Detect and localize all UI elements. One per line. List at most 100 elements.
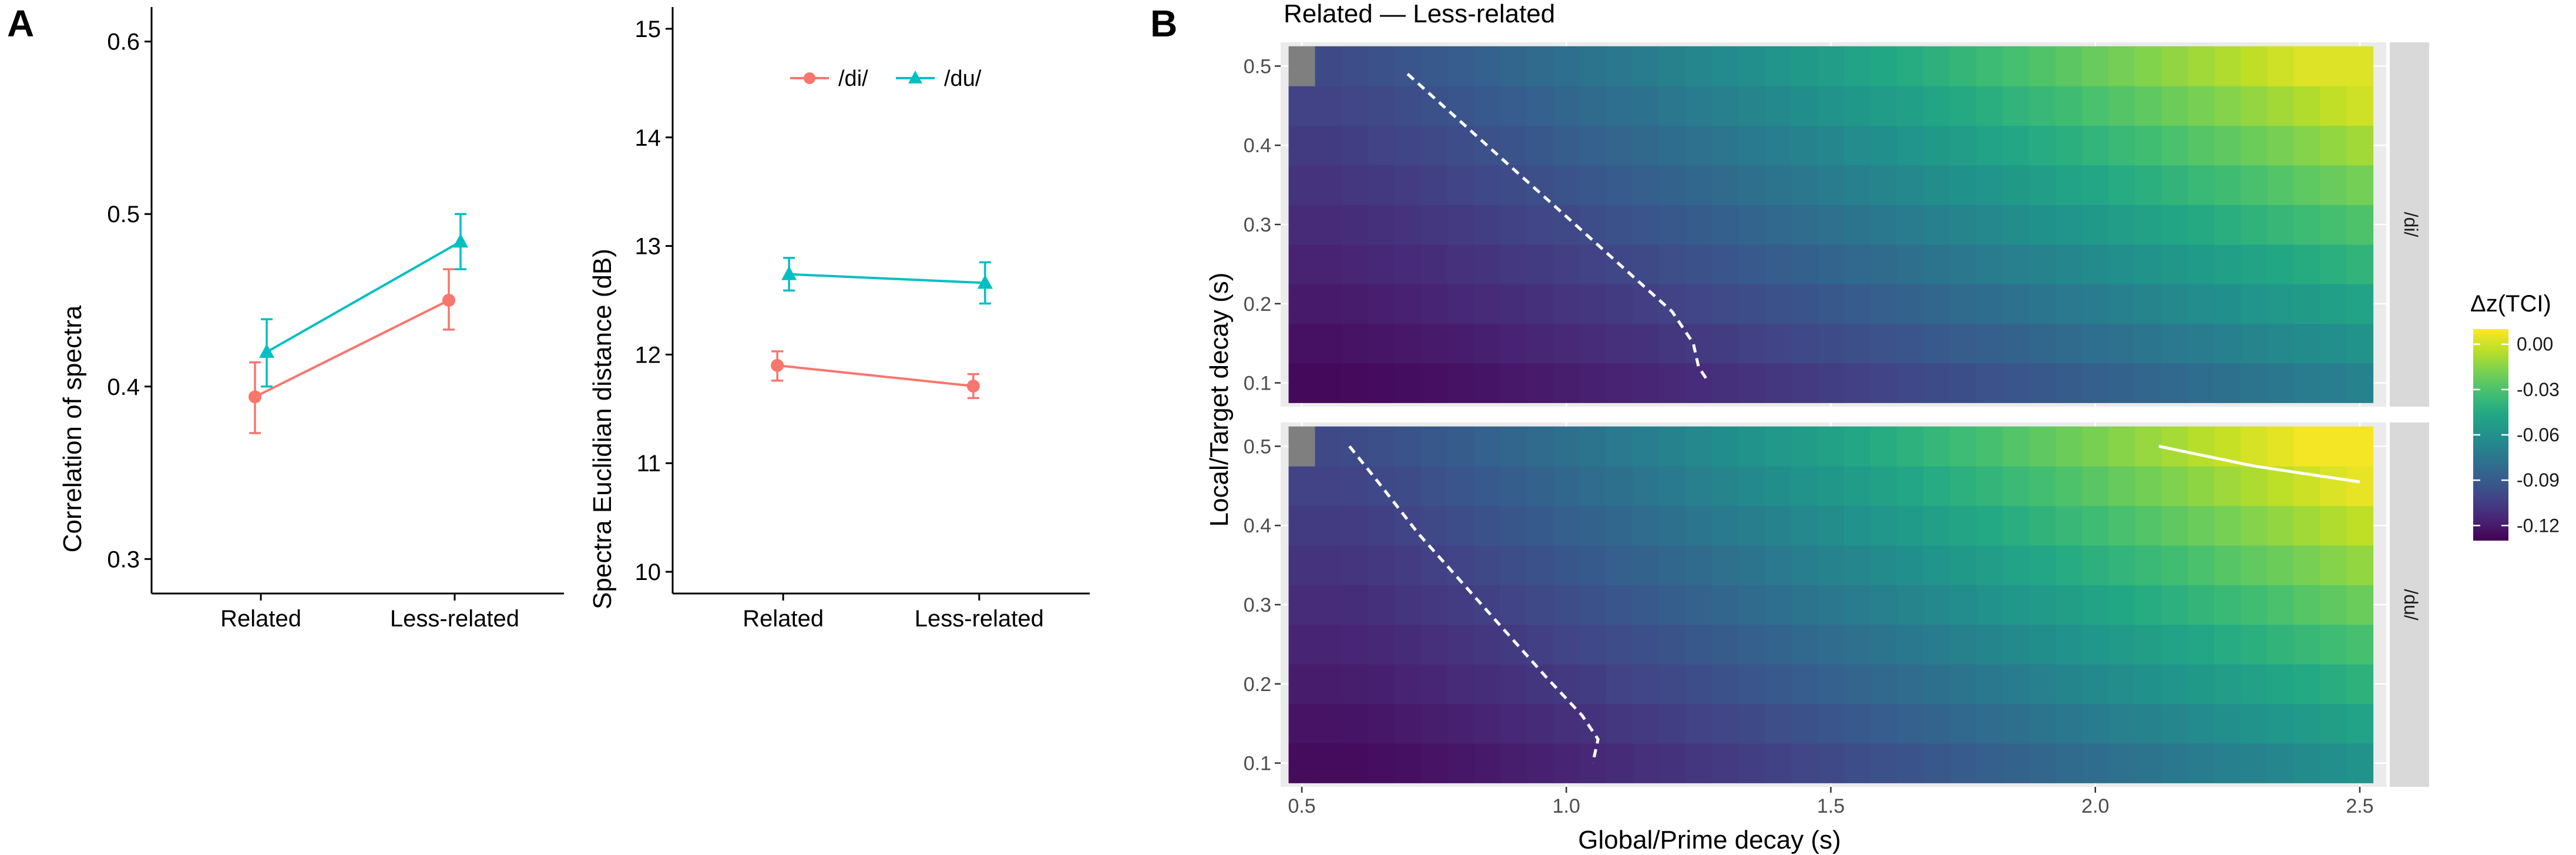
heatmap-tile [1632, 125, 1660, 166]
heatmap-tile [2108, 86, 2135, 126]
heatmap-tile [2029, 426, 2056, 467]
heatmap-tile [1368, 426, 1395, 467]
heatmap-tile [2293, 204, 2321, 245]
x-tick-label: Less-related [390, 606, 519, 632]
heatmap-tile [1368, 624, 1395, 665]
heatmap-tile [2188, 204, 2215, 245]
y-tick-label: 14 [635, 125, 661, 151]
heatmap-tile [1553, 46, 1580, 86]
heatmap-tile [1897, 86, 1924, 126]
heatmap-tile [1738, 585, 1765, 625]
heatmap-tile [1526, 703, 1554, 744]
heatmap-tile [1791, 585, 1818, 625]
heatmap-tile [1658, 505, 1686, 546]
heatmap-tile [1711, 426, 1739, 467]
heatmap-tile [2320, 125, 2347, 166]
heatmap-tile [1923, 46, 1950, 86]
heatmap-tile [2056, 165, 2083, 205]
heatmap-tile [1341, 545, 1369, 585]
heatmap-tile [2082, 703, 2109, 744]
heatmap-tile [1315, 743, 1342, 783]
heatmap-tile [2267, 86, 2295, 126]
heatmap-tile [2003, 86, 2030, 126]
heatmap-tile [1315, 545, 1342, 585]
heatmap-tile [1738, 466, 1765, 507]
heatmap-tile [2267, 46, 2295, 86]
heatmap-tile [1976, 204, 2003, 245]
heatmap-tile [1738, 363, 1765, 403]
heatmap-tile [1738, 545, 1765, 585]
heatmap-tile [2293, 165, 2321, 205]
heatmap-tile [1368, 505, 1395, 546]
heatmap-tile [2161, 323, 2188, 364]
heatmap-tile [2267, 703, 2295, 744]
heatmap-tile [1341, 426, 1369, 467]
heatmap-tile [1473, 664, 1501, 705]
heatmap-tile [2108, 703, 2135, 744]
heatmap-tile [1341, 505, 1369, 546]
heatmap-tile [1817, 426, 1845, 467]
legend-label: /du/ [944, 66, 982, 91]
heatmap-tile [1553, 244, 1580, 284]
a1-series-layer [248, 213, 468, 434]
b-x-axis: 0.5 1.0 1.5 2.0 2.5 [1288, 787, 2374, 817]
x-tick-label: 2.5 [2346, 795, 2373, 817]
colorbar-label: 0.00 [2517, 334, 2553, 355]
heatmap-tile [1341, 284, 1369, 324]
x-tick-label: 0.5 [1288, 795, 1315, 817]
heatmap-tile [1711, 703, 1739, 744]
y-tick-label: 0.3 [1244, 594, 1271, 616]
heatmap-tile [1923, 363, 1950, 403]
heatmap-tile [2346, 244, 2374, 284]
heatmap-tile [2135, 545, 2162, 585]
heatmap-tile [2108, 426, 2135, 467]
heatmap-tile [2135, 624, 2162, 665]
heatmap-tile [1447, 363, 1475, 403]
heatmap-tile [1976, 323, 2003, 364]
heatmap-tile [1315, 46, 1342, 86]
heatmap-tile [1658, 664, 1686, 705]
a2-y-axis-title: Spectra Euclidian distance (dB) [588, 249, 617, 609]
heatmap-tile [1738, 125, 1765, 166]
heatmap-tile [2188, 743, 2215, 783]
heatmap-tile [1553, 323, 1580, 364]
heatmap-tile [1976, 664, 2003, 705]
heatmap-tile [1394, 363, 1422, 403]
heatmap-tile [1288, 545, 1316, 585]
heatmap-tile [2029, 204, 2056, 245]
heatmap-tile [2214, 466, 2241, 507]
heatmap-tile [1844, 363, 1871, 403]
heatmap-tile [1897, 363, 1924, 403]
heatmap-tile [1606, 743, 1633, 783]
heatmap-tile [1606, 703, 1633, 744]
heatmap-tile [1738, 703, 1765, 744]
heatmap-tile [2346, 86, 2374, 126]
heatmap-tile [2161, 46, 2188, 86]
heatmap-tile [1526, 743, 1554, 783]
facet-strip-label: /di/ [2400, 212, 2421, 237]
heatmap-tile [2135, 323, 2162, 364]
heatmap-tile [1394, 703, 1422, 744]
heatmap-tile [2214, 624, 2241, 665]
heatmap-tile [2293, 585, 2321, 625]
heatmap-tile [2056, 505, 2083, 546]
heatmap-tile [1897, 585, 1924, 625]
heatmap-tile [2267, 204, 2295, 245]
heatmap-tile [2029, 244, 2056, 284]
heatmap-tile [1420, 545, 1448, 585]
heatmap-tile [2320, 46, 2347, 86]
heatmap-tile [1791, 204, 1818, 245]
contour-dashed [1406, 73, 1711, 384]
heatmap-tile [1870, 624, 1897, 665]
heatmap-tile [1658, 86, 1686, 126]
heatmap-tile [1500, 86, 1527, 126]
heatmap-tile [1685, 743, 1712, 783]
heatmap-tile [1473, 204, 1501, 245]
data-point [259, 344, 275, 358]
heatmap-tile [2003, 284, 2030, 324]
heatmap-tile [1817, 505, 1845, 546]
heatmap-tile [1817, 545, 1845, 585]
heatmap-tile [2135, 363, 2162, 403]
heatmap-tile [2293, 244, 2321, 284]
heatmap-tile [1606, 585, 1633, 625]
